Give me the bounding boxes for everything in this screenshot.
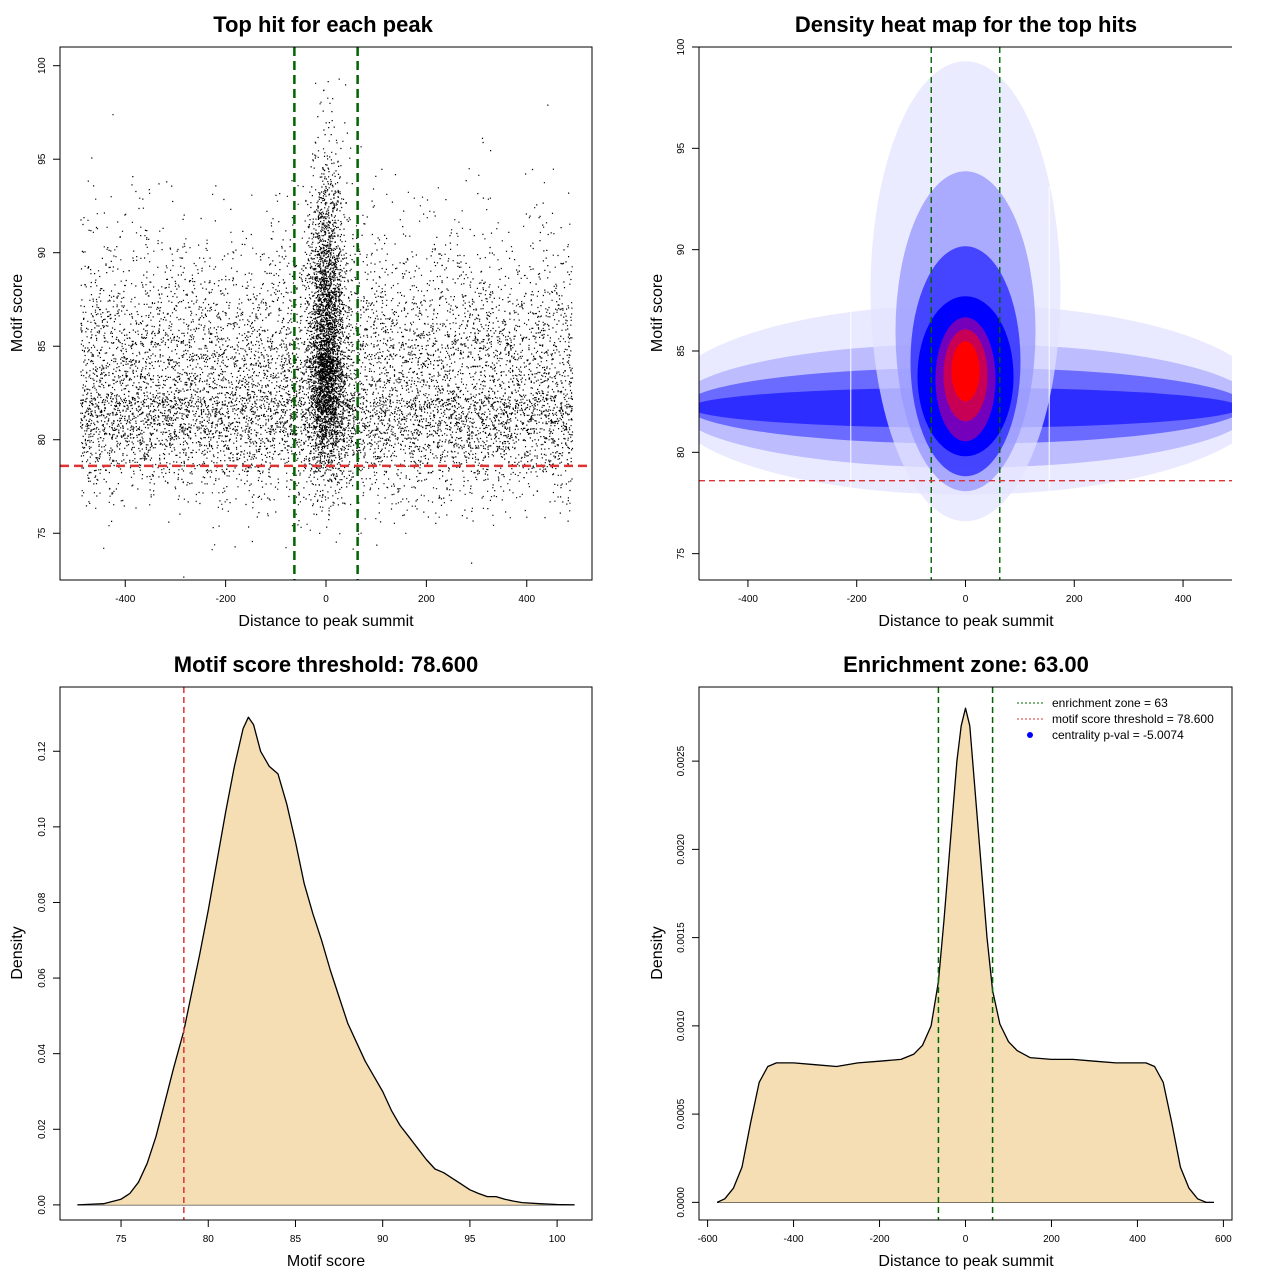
legend-pval-label: centrality p-val = -5.0074 — [1052, 728, 1184, 742]
score-density-ylabel: Density — [9, 926, 26, 979]
legend-zone-label: enrichment zone = 63 — [1052, 696, 1168, 710]
scatter-title: Top hit for each peak — [213, 12, 433, 37]
scatter-xlabel: Distance to peak summit — [238, 613, 414, 630]
legend: enrichment zone = 63 motif score thresho… — [1017, 696, 1214, 742]
y-tick-label: 95 — [37, 153, 48, 165]
heatmap-title: Density heat map for the top hits — [795, 12, 1137, 37]
distance-density-xlabel: Distance to peak summit — [878, 1253, 1054, 1270]
distance-density-title: Enrichment zone: 63.00 — [843, 652, 1089, 677]
heatmap-panel: Density heat map for the top hits -400 -2… — [649, 12, 1232, 630]
x-tick-label: 85 — [290, 1234, 302, 1245]
heat-hot-core — [951, 341, 980, 402]
y-tick-label: 0.12 — [37, 741, 48, 761]
y-tick-label: 85 — [37, 340, 48, 352]
density-line — [716, 707, 1214, 1204]
y-tick-label: 0.0010 — [676, 1010, 687, 1041]
x-tick-label: 95 — [464, 1234, 476, 1245]
x-tick-label: 90 — [377, 1234, 389, 1245]
score-density-xlabel: Motif score — [287, 1253, 365, 1270]
score-density-axes: 75 80 85 90 95 100 0.00 0.02 0.04 0.06 0.08 0.10 0.1… — [37, 741, 566, 1245]
y-tick-label: 0.0020 — [676, 834, 687, 865]
x-tick-label: -200 — [216, 594, 236, 605]
scatter-axes: -400 -200 0 200 400 75 80 85 90 95 100 — [37, 57, 536, 605]
heatmap-density — [699, 61, 1232, 530]
legend-threshold-label: motif score threshold = 78.600 — [1052, 712, 1214, 726]
x-tick-label: 600 — [1215, 1234, 1232, 1245]
distance-density-panel: Enrichment zone: 63.00 -600 -400 -200 0 200 4… — [649, 652, 1233, 1270]
heatmap-ylabel: Motif score — [649, 274, 666, 352]
x-tick-label: 0 — [323, 594, 329, 605]
x-tick-label: 200 — [1043, 1234, 1060, 1245]
y-tick-label: 100 — [676, 38, 687, 55]
x-tick-label: 0 — [963, 594, 969, 605]
x-tick-label: -400 — [784, 1234, 804, 1245]
score-density-panel: Motif score threshold: 78.600 75 80 85 90 95… — [9, 652, 593, 1270]
x-tick-label: 80 — [203, 1234, 215, 1245]
scatter-points — [80, 78, 574, 578]
y-tick-label: 0.06 — [37, 968, 48, 988]
heatmap-xlabel: Distance to peak summit — [878, 613, 1054, 630]
y-tick-label: 90 — [676, 244, 687, 256]
y-tick-label: 0.00 — [37, 1195, 48, 1215]
y-tick-label: 0.08 — [37, 892, 48, 912]
y-tick-label: 80 — [676, 446, 687, 458]
heatmap-reference-lines — [699, 47, 1232, 580]
scatter-reference-lines — [60, 47, 592, 580]
x-tick-label: 200 — [1066, 594, 1083, 605]
distance-density-ylabel: Density — [649, 926, 666, 979]
x-tick-label: -400 — [115, 594, 135, 605]
x-tick-label: 0 — [963, 1234, 969, 1245]
y-tick-label: 95 — [676, 142, 687, 154]
y-tick-label: 80 — [37, 434, 48, 446]
scatter-ylabel: Motif score — [9, 274, 26, 352]
x-tick-label: -600 — [698, 1234, 718, 1245]
x-tick-label: 75 — [115, 1234, 127, 1245]
y-tick-label: 0.02 — [37, 1119, 48, 1139]
y-tick-label: 0.0000 — [676, 1187, 687, 1218]
score-density-title: Motif score threshold: 78.600 — [174, 652, 478, 677]
heatmap-axes: -400 -200 0 200 400 75 80 85 90 95 100 — [676, 38, 1192, 605]
y-tick-label: 100 — [37, 57, 48, 74]
x-tick-label: -200 — [870, 1234, 890, 1245]
distance-density-axes: -600 -400 -200 0 200 400 600 0.0000 0.0005 0.0010… — [676, 745, 1232, 1245]
y-tick-label: 0.0015 — [676, 922, 687, 953]
scatter-point-cloud — [80, 78, 574, 578]
x-tick-label: 400 — [1129, 1234, 1146, 1245]
y-tick-label: 75 — [37, 527, 48, 539]
x-tick-label: -200 — [847, 594, 867, 605]
x-tick-label: 100 — [549, 1234, 566, 1245]
y-tick-label: 90 — [37, 247, 48, 259]
scatter-panel: Top hit for each peak -400 -200 0 200 400 75 8… — [9, 12, 593, 630]
density-area — [717, 708, 1214, 1203]
y-tick-label: 0.10 — [37, 817, 48, 837]
x-tick-label: 400 — [518, 594, 535, 605]
score-density-curve — [77, 687, 575, 1220]
x-tick-label: 200 — [418, 594, 435, 605]
y-tick-label: 0.0025 — [676, 745, 687, 776]
y-tick-label: 0.04 — [37, 1044, 48, 1064]
density-line — [77, 716, 575, 1206]
x-tick-label: -400 — [738, 594, 758, 605]
y-tick-label: 85 — [676, 345, 687, 357]
x-tick-label: 400 — [1175, 594, 1192, 605]
y-tick-label: 75 — [676, 548, 687, 560]
legend-pval-marker — [1027, 732, 1033, 738]
density-area — [77, 717, 575, 1205]
y-tick-label: 0.0005 — [676, 1098, 687, 1129]
distance-density-curve — [716, 687, 1214, 1220]
